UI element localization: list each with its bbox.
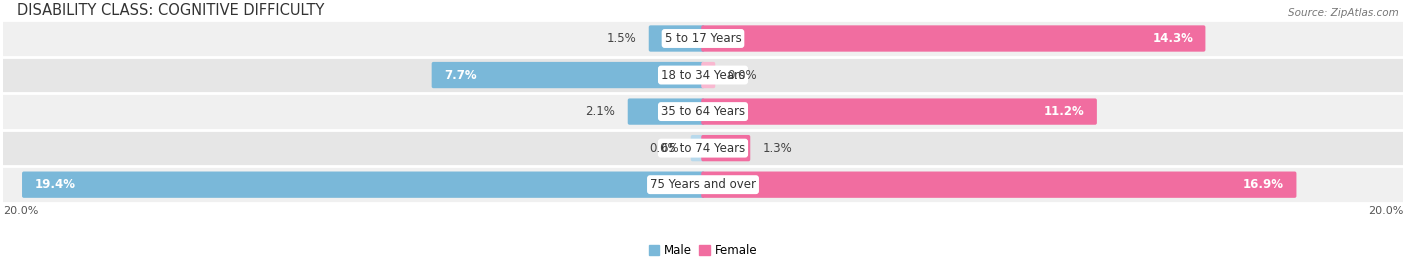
Text: 18 to 34 Years: 18 to 34 Years bbox=[661, 69, 745, 82]
FancyBboxPatch shape bbox=[702, 135, 751, 161]
Text: 11.2%: 11.2% bbox=[1043, 105, 1084, 118]
FancyBboxPatch shape bbox=[627, 99, 704, 125]
FancyBboxPatch shape bbox=[702, 62, 716, 88]
FancyBboxPatch shape bbox=[432, 62, 704, 88]
FancyBboxPatch shape bbox=[3, 93, 1403, 130]
Text: 0.0%: 0.0% bbox=[727, 69, 758, 82]
FancyBboxPatch shape bbox=[702, 25, 1205, 52]
Text: 1.5%: 1.5% bbox=[607, 32, 637, 45]
FancyBboxPatch shape bbox=[3, 166, 1403, 203]
Text: 20.0%: 20.0% bbox=[1368, 206, 1403, 216]
Text: 20.0%: 20.0% bbox=[3, 206, 38, 216]
FancyBboxPatch shape bbox=[690, 135, 704, 161]
Text: 19.4%: 19.4% bbox=[34, 178, 76, 191]
Text: 35 to 64 Years: 35 to 64 Years bbox=[661, 105, 745, 118]
FancyBboxPatch shape bbox=[3, 57, 1403, 93]
Text: 7.7%: 7.7% bbox=[444, 69, 477, 82]
Text: 65 to 74 Years: 65 to 74 Years bbox=[661, 142, 745, 155]
Text: 16.9%: 16.9% bbox=[1243, 178, 1284, 191]
Text: 0.0%: 0.0% bbox=[648, 142, 679, 155]
Text: 75 Years and over: 75 Years and over bbox=[650, 178, 756, 191]
FancyBboxPatch shape bbox=[3, 130, 1403, 166]
Text: Source: ZipAtlas.com: Source: ZipAtlas.com bbox=[1288, 8, 1399, 18]
Text: 2.1%: 2.1% bbox=[585, 105, 616, 118]
FancyBboxPatch shape bbox=[702, 99, 1097, 125]
Legend: Male, Female: Male, Female bbox=[644, 239, 762, 262]
FancyBboxPatch shape bbox=[22, 171, 704, 198]
FancyBboxPatch shape bbox=[702, 171, 1296, 198]
FancyBboxPatch shape bbox=[648, 25, 704, 52]
Text: 1.3%: 1.3% bbox=[762, 142, 792, 155]
FancyBboxPatch shape bbox=[3, 20, 1403, 57]
Text: 5 to 17 Years: 5 to 17 Years bbox=[665, 32, 741, 45]
Text: 14.3%: 14.3% bbox=[1153, 32, 1194, 45]
Text: DISABILITY CLASS: COGNITIVE DIFFICULTY: DISABILITY CLASS: COGNITIVE DIFFICULTY bbox=[17, 3, 325, 18]
